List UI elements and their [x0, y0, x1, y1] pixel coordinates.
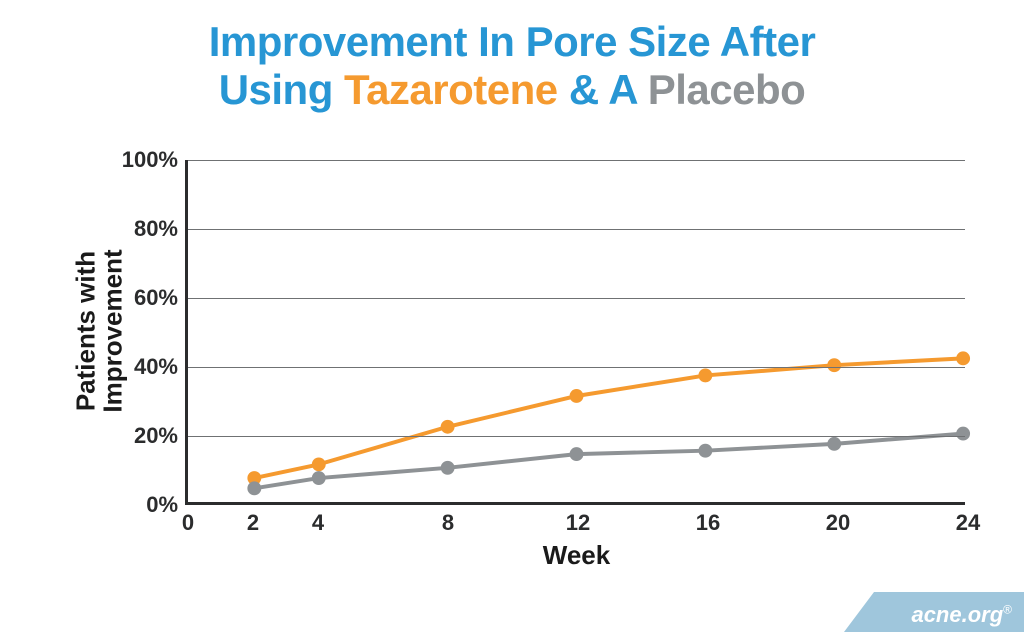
chart-plot-area: Patients with Improvement Week 0%20%40%6…	[185, 160, 965, 505]
watermark-text: acne.org®	[911, 602, 1012, 628]
xtick-label: 16	[696, 502, 720, 536]
ytick-label: 80%	[134, 216, 188, 242]
series-marker-placebo	[698, 444, 712, 458]
series-marker-placebo	[247, 481, 261, 495]
xtick-label: 0	[182, 502, 194, 536]
ytick-label: 40%	[134, 354, 188, 380]
title-line2-before: Using	[219, 66, 344, 113]
y-axis-label-line2: Improvement	[98, 249, 128, 412]
series-line-placebo	[254, 434, 963, 489]
series-marker-placebo	[570, 447, 584, 461]
xtick-label: 12	[566, 502, 590, 536]
y-axis-label: Patients with Improvement	[73, 249, 128, 412]
title-tazarotene: Tazarotene	[344, 66, 558, 113]
y-axis-label-line1: Patients with	[71, 251, 101, 411]
grid-line	[188, 298, 965, 299]
series-marker-tazarotene	[698, 369, 712, 383]
grid-line	[188, 160, 965, 161]
ytick-label: 100%	[122, 147, 188, 173]
series-marker-tazarotene	[570, 389, 584, 403]
x-axis-label: Week	[543, 540, 610, 571]
series-marker-tazarotene	[441, 420, 455, 434]
title-placebo: Placebo	[648, 66, 806, 113]
grid-line	[188, 229, 965, 230]
xtick-label: 4	[312, 502, 324, 536]
xtick-label: 24	[956, 502, 980, 536]
series-marker-tazarotene	[827, 358, 841, 372]
series-marker-tazarotene	[312, 457, 326, 471]
series-marker-placebo	[956, 427, 970, 441]
series-line-tazarotene	[254, 358, 963, 478]
ytick-label: 20%	[134, 423, 188, 449]
grid-line	[188, 436, 965, 437]
chart-series-svg	[188, 160, 965, 502]
chart-title: Improvement In Pore Size After Using Taz…	[0, 0, 1024, 115]
series-marker-placebo	[441, 461, 455, 475]
ytick-label: 60%	[134, 285, 188, 311]
title-amp: & A	[558, 66, 648, 113]
grid-line	[188, 367, 965, 368]
series-marker-placebo	[827, 437, 841, 451]
series-marker-placebo	[312, 471, 326, 485]
watermark: acne.org®	[844, 592, 1024, 632]
xtick-label: 2	[247, 502, 259, 536]
watermark-label: acne.org	[911, 602, 1003, 627]
series-marker-tazarotene	[956, 351, 970, 365]
watermark-reg: ®	[1003, 603, 1012, 617]
xtick-label: 20	[826, 502, 850, 536]
title-prefix: Improvement In Pore Size After	[209, 18, 816, 65]
xtick-label: 8	[442, 502, 454, 536]
